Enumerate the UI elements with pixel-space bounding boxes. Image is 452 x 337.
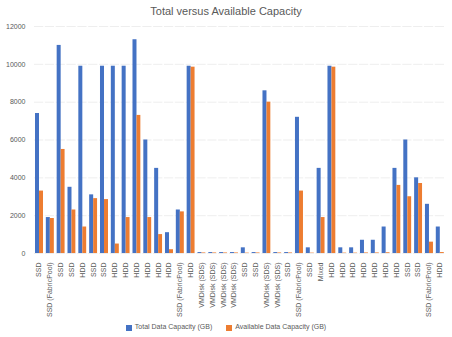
svg-text:SSD: SSD <box>284 263 291 277</box>
svg-text:VMDisk (SDS): VMDisk (SDS) <box>263 263 271 308</box>
html-text:Total versus Available Capacit: Total versus Available Capacity <box>150 5 302 17</box>
svg-text:HDD: HDD <box>165 263 172 278</box>
svg-text:VMDisk (SDS): VMDisk (SDS) <box>230 263 238 308</box>
svg-text:4000: 4000 <box>10 174 26 181</box>
svg-text:HDD: HDD <box>79 263 86 278</box>
svg-text:SSD: SSD <box>57 263 64 277</box>
svg-text:0: 0 <box>22 250 26 257</box>
svg-text:SSD (FabricPool): SSD (FabricPool) <box>295 263 303 317</box>
svg-text:VMDisk (SDS): VMDisk (SDS) <box>274 263 282 308</box>
svg-text:SSD (FabricPool): SSD (FabricPool) <box>46 263 54 317</box>
svg-text:SSD: SSD <box>306 263 313 277</box>
svg-text:HDD: HDD <box>328 263 335 278</box>
svg-text:HDD: HDD <box>436 263 443 278</box>
svg-text:SSD (FabricPool): SSD (FabricPool) <box>176 263 184 317</box>
svg-text:SSD (FabricPool): SSD (FabricPool) <box>425 263 433 317</box>
svg-text:VMDisk (SDS): VMDisk (SDS) <box>198 263 206 308</box>
svg-text:HDD: HDD <box>371 263 378 278</box>
svg-text:HDD: HDD <box>339 263 346 278</box>
svg-text:HDD: HDD <box>360 263 367 278</box>
svg-text:SSD: SSD <box>241 263 248 277</box>
svg-text:HDD: HDD <box>144 263 151 278</box>
svg-text:SSD: SSD <box>35 263 42 277</box>
svg-text:SSD: SSD <box>90 263 97 277</box>
svg-text:SSD: SSD <box>404 263 411 277</box>
svg-text:10000: 10000 <box>6 61 26 68</box>
svg-text:SSD: SSD <box>414 263 421 277</box>
svg-text:HDD: HDD <box>122 263 129 278</box>
svg-text:HDD: HDD <box>349 263 356 278</box>
svg-text:Mixed: Mixed <box>317 262 324 281</box>
svg-text:SSD: SSD <box>100 263 107 277</box>
svg-text:HDD: HDD <box>393 263 400 278</box>
svg-text:HDD: HDD <box>382 263 389 278</box>
svg-text:6000: 6000 <box>10 136 26 143</box>
svg-text:VMDisk (SDS): VMDisk (SDS) <box>219 263 227 308</box>
html-text:Total Data Capacity (GB): Total Data Capacity (GB) <box>134 323 213 331</box>
svg-text:HDD: HDD <box>187 263 194 278</box>
svg-text:HDD: HDD <box>154 263 161 278</box>
svg-text:8000: 8000 <box>10 98 26 105</box>
svg-text:HDD: HDD <box>111 263 118 278</box>
svg-text:VMDisk (SDS): VMDisk (SDS) <box>209 263 217 308</box>
svg-text:SSD: SSD <box>252 263 259 277</box>
svg-text:HDD: HDD <box>133 263 140 278</box>
svg-text:SSD: SSD <box>68 263 75 277</box>
html-text:Available Data Capacity (GB): Available Data Capacity (GB) <box>235 323 327 331</box>
svg-text:12000: 12000 <box>6 23 26 30</box>
svg-text:2000: 2000 <box>10 212 26 219</box>
